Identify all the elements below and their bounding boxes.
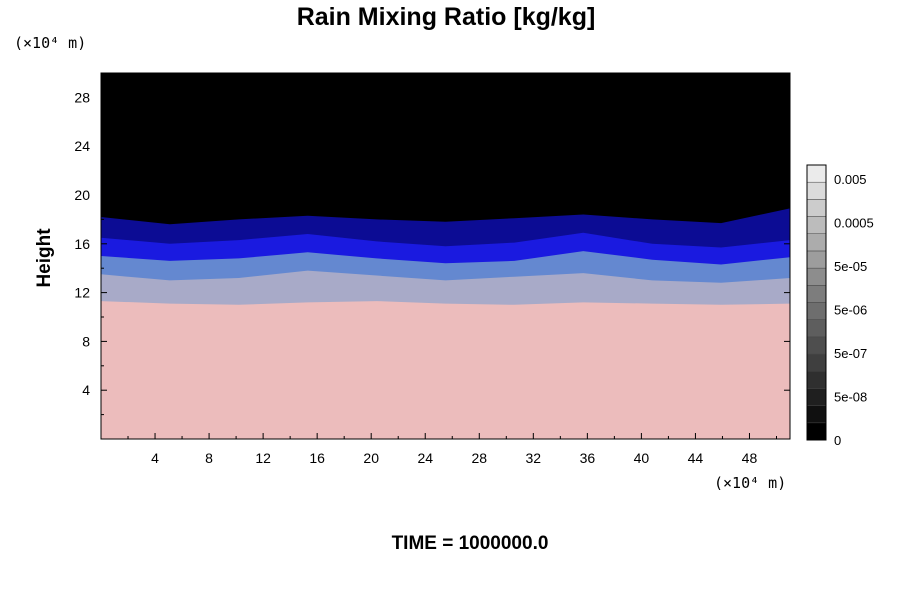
x-tick-label: 20 (363, 450, 379, 466)
x-tick-label: 32 (526, 450, 542, 466)
colorbar-frame (806, 164, 827, 441)
colorbar-segment (806, 181, 827, 200)
layer-pink (101, 301, 790, 439)
y-axis-label: Height (34, 228, 55, 288)
y-tick-label: 8 (82, 333, 90, 349)
colorbar-label: 5e-06 (834, 303, 867, 318)
colorbar-label: 0.005 (834, 172, 867, 187)
y-tick-label: 24 (74, 138, 90, 154)
x-tick-label: 12 (255, 450, 271, 466)
x-tick-label: 16 (309, 450, 325, 466)
colorbar-segment (806, 371, 827, 389)
x-tick-label: 44 (688, 450, 704, 466)
x-axis-ticks: 4 8 12 16 20 24 28 32 36 40 44 48 (127, 73, 777, 466)
colorbar-segment (806, 285, 827, 303)
chart-title: Rain Mixing Ratio [kg/kg] (297, 3, 596, 31)
colorbar-segment (806, 336, 827, 355)
y-axis-ticks: 4 8 12 16 20 24 28 (74, 89, 790, 416)
colorbar-label: 5e-05 (834, 259, 867, 274)
colorbar-label: 5e-08 (834, 390, 867, 405)
colorbar-segment (806, 405, 827, 424)
y-tick-label: 4 (82, 382, 90, 398)
colorbar-labels: 0.005 0.0005 5e-05 5e-06 5e-07 5e-08 0 (834, 172, 874, 448)
colorbar-segment (806, 233, 827, 252)
colorbar-segment (806, 422, 827, 441)
colorbar-segment (806, 388, 827, 406)
colorbar-segment (806, 319, 827, 338)
x-tick-label: 28 (471, 450, 487, 466)
colorbar-segment (806, 250, 827, 269)
x-tick-label: 8 (205, 450, 213, 466)
colorbar-label: 5e-07 (834, 346, 867, 361)
y-tick-label: 20 (74, 187, 90, 203)
y-tick-label: 16 (74, 236, 90, 252)
colorbar-segment (806, 199, 827, 217)
colorbar-segment (806, 353, 827, 372)
plot-frame (100, 72, 791, 440)
x-tick-label: 48 (742, 450, 758, 466)
colorbar-label: 0 (834, 433, 841, 448)
x-unit-label: (×10⁴ m) (714, 474, 786, 492)
time-footer: TIME = 1000000.0 (392, 533, 549, 554)
colorbar-segment (806, 216, 827, 234)
field-layers (101, 208, 790, 439)
colorbar-segment (806, 302, 827, 320)
colorbar-segment (806, 267, 827, 286)
x-tick-label: 36 (580, 450, 596, 466)
y-tick-label: 28 (74, 89, 90, 105)
y-unit-label: (×10⁴ m) (14, 34, 86, 52)
y-tick-label: 12 (74, 285, 90, 301)
x-tick-label: 40 (634, 450, 650, 466)
x-tick-label: 24 (417, 450, 433, 466)
colorbar-label: 0.0005 (834, 216, 874, 231)
colorbar (806, 164, 827, 441)
x-tick-label: 4 (151, 450, 159, 466)
colorbar-segment (806, 164, 827, 183)
